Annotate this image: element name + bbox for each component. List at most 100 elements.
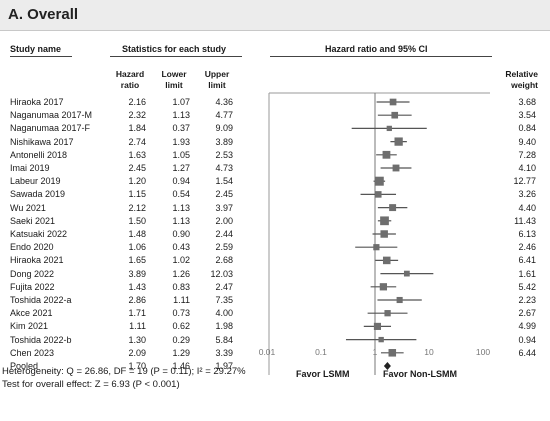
hazard-ratio-value: 1.70 [128,361,146,371]
upper-limit-value: 1.97 [215,361,233,371]
upper-limit-value: 2.47 [215,281,233,292]
lower-limit-value: 1.26 [172,268,190,279]
lower-limit-value: 0.62 [172,321,190,332]
upper-limit-value: 4.73 [215,163,233,173]
upper-limit-value: 3.97 [215,202,233,213]
hazard-ratio-value: 1.15 [128,189,146,200]
relative-weight-value: 4.10 [518,163,536,173]
lower-limit-value: 0.90 [172,229,190,239]
hazard-ratio-value: 1.84 [128,123,146,134]
study-name: Hiraoka 2021 [10,255,64,266]
pooled-diamond [383,362,391,370]
x-tick-label: 1 [372,347,378,357]
relative-weight-value: 1.61 [518,268,536,279]
relative-weight-value: 3.26 [518,189,536,200]
lower-limit-value: 1.29 [172,347,190,358]
hr-point-marker [382,256,391,265]
lower-limit-value: 1.46 [172,361,190,371]
favor-right-label: Favor Non-LSMM [383,369,457,379]
upper-limit-value: 9.09 [215,123,233,134]
relative-weight-value: 2.67 [518,308,536,319]
upper-limit-value: 3.39 [215,347,233,358]
relative-weight-value: 9.40 [518,136,536,147]
upper-limit-value: 2.00 [215,215,233,226]
hazard-ratio-value: 2.16 [128,97,146,107]
lower-limit-value: 1.27 [172,163,190,173]
hazard-ratio-value: 2.09 [128,347,146,358]
hazard-ratio-value: 3.89 [128,268,146,279]
upper-limit-value: 2.45 [215,189,233,200]
hr-ci-underline [270,56,492,57]
hazard-ratio-value: 1.43 [128,281,146,292]
hr-point-marker [380,216,389,226]
relative-weight-value: 2.23 [518,295,536,305]
upper-limit-value: 2.44 [215,229,233,239]
section-banner: A. Overall [0,0,550,31]
upper-limit-value: 4.36 [215,97,233,107]
relative-weight-value: 6.44 [518,347,536,358]
hr-point-marker [373,244,380,251]
lower-limit-value: 0.43 [172,242,190,253]
relative-weight-value: 11.43 [514,215,536,226]
lower-limit-value: 1.13 [172,215,190,226]
hr-point-marker [378,336,384,343]
study-name: Chen 2023 [10,347,55,358]
study-name: Toshida 2022-a [10,295,72,305]
relative-weight-value: 3.54 [518,110,536,121]
hazard-ratio-value: 2.45 [128,163,146,173]
study-name: Katsuaki 2022 [10,229,68,239]
study-name: Wu 2021 [10,202,46,213]
study-name: Nishikawa 2017 [10,136,74,147]
lower-limit-value: 1.93 [172,136,190,147]
hazard-ratio-value: 2.32 [128,110,146,121]
study-name: Toshida 2022-b [10,334,72,345]
relative-weight-value: 4.40 [518,202,536,213]
study-name: Dong 2022 [10,268,55,279]
pooled-label: Pooled [10,361,39,371]
study-name: Kim 2021 [10,321,49,332]
study-name: Sawada 2019 [10,189,66,200]
hr-point-marker [388,349,397,357]
lower-limit-value: 1.13 [172,110,190,121]
study-name: Antonelli 2018 [10,149,68,160]
hr-point-marker [375,191,382,198]
hr-point-marker [379,283,388,291]
hr-point-marker [392,164,400,172]
hr-ci-header: Hazard ratio and 95% CI [325,44,428,54]
study-name: Imai 2019 [10,163,50,173]
lower-limit-value: 0.37 [172,123,190,134]
x-tick-label: 100 [475,347,491,357]
hazard-ratio-value: 1.48 [128,229,146,239]
x-tick-label: 0.1 [315,347,327,357]
hr-point-marker [391,111,399,119]
hr-point-marker [386,125,392,132]
stats-underline [110,56,242,57]
hazard-ratio-value: 2.86 [128,295,146,305]
hazard-ratio-value: 1.50 [128,215,146,226]
hr-point-marker [396,296,403,304]
lower-limit-header: Lower limit [161,69,187,90]
hazard-ratio-header: Hazard ratio [115,69,145,90]
lower-limit-value: 1.11 [173,295,190,305]
hazard-ratio-value: 2.12 [128,202,146,213]
hazard-ratio-value: 1.65 [128,255,146,266]
upper-limit-value: 4.00 [215,308,233,319]
relative-weight-value: 0.94 [518,334,536,345]
upper-limit-value: 3.89 [215,136,233,147]
study-name: Labeur 2019 [10,176,61,187]
upper-limit-header: Upper limit [204,69,230,90]
heterogeneity-text: Heterogeneity: Q = 26.86, DF = 19 (P = 0… [2,366,246,377]
hazard-ratio-value: 1.63 [128,149,146,160]
hr-point-marker [394,137,403,146]
relative-weight-value: 7.28 [518,149,536,160]
x-tick-label: 10 [424,347,434,357]
relative-weight-value: 0.84 [518,123,536,134]
lower-limit-value: 1.02 [172,255,190,266]
study-name: Hiraoka 2017 [10,97,64,107]
upper-limit-value: 2.53 [215,149,233,160]
hazard-ratio-value: 2.74 [128,136,146,147]
hr-point-marker [374,176,384,186]
study-name: Akce 2021 [10,308,53,319]
relative-weight-value: 6.41 [518,255,536,266]
